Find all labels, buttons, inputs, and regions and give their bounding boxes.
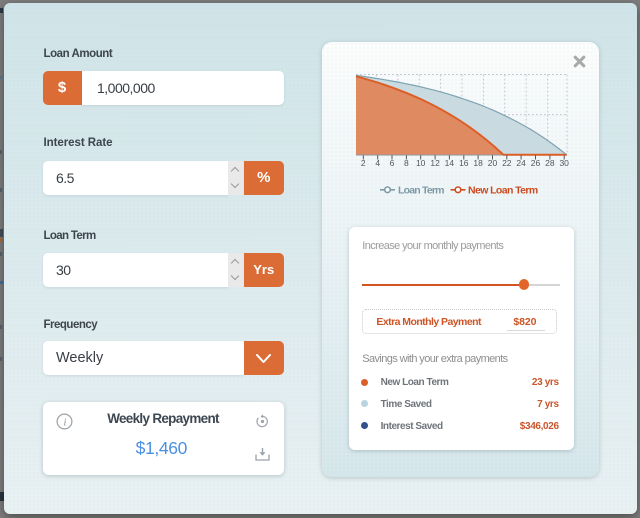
svg-text:8: 8: [404, 158, 409, 168]
svg-text:2: 2: [361, 158, 366, 168]
svg-text:16: 16: [459, 158, 469, 168]
svg-text:20: 20: [488, 158, 498, 168]
svg-text:30: 30: [559, 158, 569, 168]
svg-text:10: 10: [416, 158, 426, 168]
svg-text:24: 24: [516, 158, 526, 168]
svg-text:6: 6: [390, 158, 395, 168]
svg-text:22: 22: [502, 158, 512, 168]
svg-text:Loan Term: Loan Term: [398, 185, 444, 197]
svg-text:26: 26: [531, 158, 541, 168]
svg-text:12: 12: [430, 158, 440, 168]
svg-text:i: i: [63, 418, 66, 429]
svg-text:28: 28: [545, 158, 555, 168]
svg-text:New Loan Term: New Loan Term: [468, 185, 538, 197]
svg-text:18: 18: [473, 158, 483, 168]
svg-text:4: 4: [375, 158, 380, 168]
svg-text:14: 14: [445, 158, 455, 168]
